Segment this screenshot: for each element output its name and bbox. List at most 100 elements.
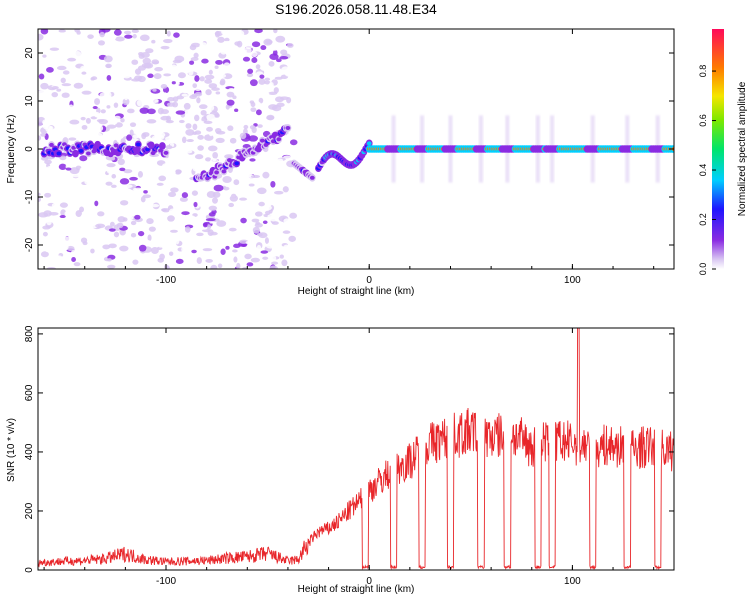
spec-xtick-label: -100 <box>156 275 176 286</box>
noise-blob <box>71 249 79 256</box>
noise-blob <box>79 155 88 162</box>
noise-blob <box>46 67 54 73</box>
noise-blob <box>94 98 101 105</box>
colorbar: 0.0 0.2 0.4 0.6 0.8 Normalized spectral ampl… <box>698 29 748 275</box>
noise-blob <box>38 45 41 51</box>
noise-blob <box>208 205 218 211</box>
noise-blob <box>159 253 165 260</box>
noise-blob <box>83 130 90 135</box>
noise-blob <box>195 69 205 75</box>
noise-blob <box>254 101 262 109</box>
noise-blob <box>204 78 213 84</box>
noise-blob <box>192 123 198 131</box>
noise-blob <box>93 206 102 213</box>
noise-blob <box>56 65 67 71</box>
track-segment-rising-diagonal <box>193 124 292 183</box>
noise-blob <box>44 57 54 64</box>
noise-blob <box>194 154 204 160</box>
noise-blob <box>232 243 241 248</box>
noise-blob <box>153 73 162 80</box>
noise-blob <box>46 220 52 226</box>
noise-blob <box>258 201 265 207</box>
noise-blob <box>142 239 152 247</box>
noise-blob <box>146 119 157 124</box>
noise-blob <box>130 220 137 226</box>
noise-blob <box>113 102 119 108</box>
noise-blob <box>160 109 170 115</box>
snr-xtick-label: 0 <box>366 576 372 587</box>
noise-blob <box>213 184 224 192</box>
noise-blob <box>249 246 257 251</box>
noise-blob <box>156 182 164 186</box>
noise-blob <box>94 111 100 118</box>
noise-blob <box>87 34 94 39</box>
noise-blob <box>202 248 213 252</box>
noise-blob <box>239 68 245 72</box>
noise-blob <box>42 54 47 58</box>
noise-blob <box>181 136 187 144</box>
noise-blob <box>151 204 160 208</box>
noise-blob <box>286 43 294 48</box>
spec-xtick-label: 0 <box>366 275 372 286</box>
noise-blob <box>58 115 65 119</box>
noise-blob <box>175 169 182 174</box>
noise-blob <box>165 265 171 269</box>
noise-blob <box>59 155 67 161</box>
noise-blob <box>121 73 131 79</box>
noise-blob <box>40 133 46 137</box>
noise-blob <box>192 166 199 172</box>
noise-blob <box>192 83 198 89</box>
noise-blob <box>137 230 145 237</box>
noise-blob <box>211 87 220 91</box>
track-blob-core <box>86 151 91 156</box>
noise-blob <box>271 221 279 225</box>
noise-blob <box>168 168 177 175</box>
noise-blob <box>67 36 77 44</box>
noise-blob <box>206 190 216 198</box>
noise-blob <box>284 72 295 77</box>
noise-blob <box>154 67 163 72</box>
spectrogram-heat-layer <box>38 29 674 269</box>
noise-blob <box>67 57 77 62</box>
noise-blob <box>117 216 126 223</box>
noise-blob <box>144 62 154 69</box>
noise-blob <box>175 237 180 245</box>
noise-blob <box>236 262 241 269</box>
noise-blob <box>179 197 188 202</box>
noise-blob <box>40 156 49 161</box>
noise-blob <box>106 74 112 81</box>
noise-blob <box>60 77 66 84</box>
noise-blob <box>161 163 170 170</box>
noise-blob <box>273 190 284 195</box>
noise-blob <box>127 108 135 114</box>
noise-blob <box>157 29 165 33</box>
noise-blob <box>50 249 60 253</box>
noise-blob <box>177 72 186 79</box>
noise-blob <box>264 237 269 244</box>
noise-blob <box>120 200 129 206</box>
noise-blob <box>252 226 260 234</box>
noise-blob <box>174 55 185 63</box>
noise-blob <box>215 59 223 65</box>
track-blob-core <box>276 137 282 142</box>
noise-blob <box>246 262 254 267</box>
noise-blob <box>194 114 200 122</box>
snr-ytick-label: 200 <box>24 502 35 519</box>
noise-blob <box>128 216 134 220</box>
noise-blob <box>102 244 111 250</box>
noise-blob <box>62 70 70 75</box>
noise-blob <box>175 196 181 203</box>
noise-blob <box>196 161 201 169</box>
noise-blob <box>215 91 221 95</box>
noise-blob <box>279 178 287 186</box>
noise-blob <box>269 234 274 239</box>
noise-blob <box>175 110 186 115</box>
noise-blob <box>85 117 91 124</box>
noise-blob <box>148 162 157 169</box>
noise-blob <box>275 35 286 43</box>
noise-blob <box>113 231 120 238</box>
noise-blob <box>66 229 74 235</box>
noise-blob <box>74 89 83 95</box>
noise-blob <box>208 83 218 89</box>
